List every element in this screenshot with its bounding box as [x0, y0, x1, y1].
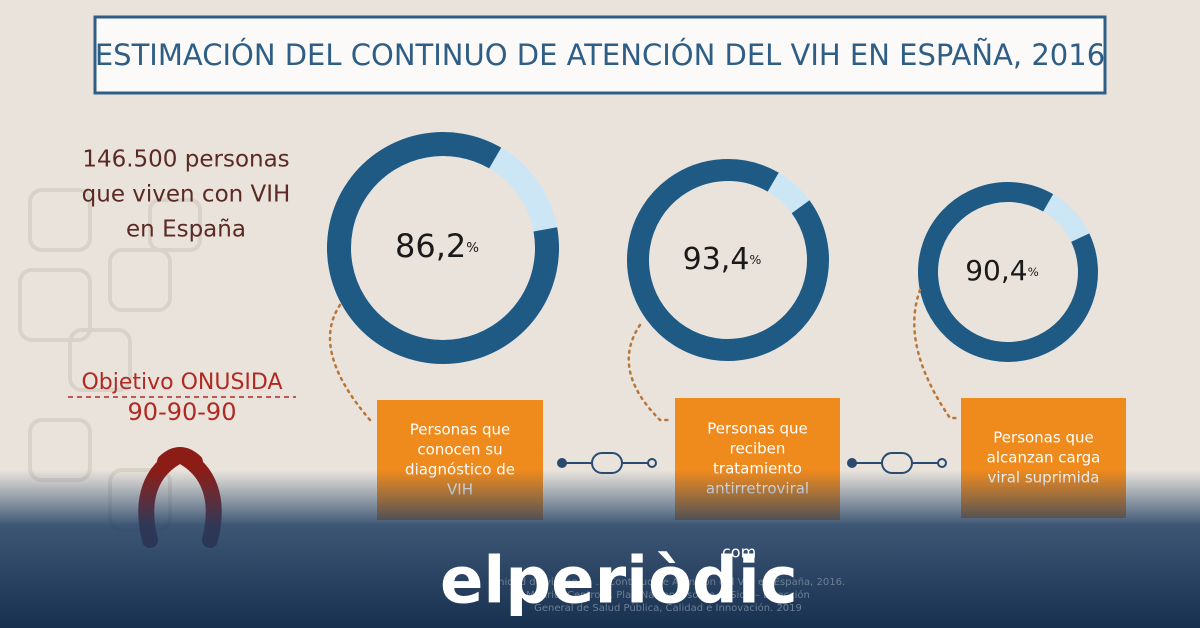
- title: ESTIMACIÓN DEL CONTINUO DE ATENCIÓN DEL …: [95, 38, 1105, 72]
- value-label: 93,4: [683, 242, 750, 277]
- caption-line: alcanzan carga: [987, 449, 1101, 467]
- brand-band: [0, 470, 1200, 628]
- connector: [328, 303, 375, 422]
- donut-value: 86,2%: [395, 227, 479, 265]
- donut-value: 90,4%: [965, 254, 1039, 287]
- target-value: 90-90-90: [128, 398, 237, 426]
- caption-line: conocen su: [417, 441, 502, 459]
- brand-name: elperiòdic: [440, 545, 798, 619]
- value-label: 90,4: [965, 254, 1027, 287]
- caption-line: Personas que: [993, 429, 1093, 447]
- population-line: 146.500 personas: [82, 147, 289, 173]
- value-label: 86,2: [395, 227, 466, 265]
- target-label: Objetivo ONUSIDA: [81, 370, 282, 395]
- donut-value: 93,4%: [683, 242, 762, 277]
- unit: %: [749, 252, 761, 267]
- donut-arc: [327, 132, 559, 364]
- unit: %: [466, 241, 479, 256]
- footer-line: General de Salud Pública, Calidad e Inno…: [534, 602, 802, 614]
- footer-line: Madrid: Centro ... Plan Nacional sobre e…: [526, 589, 810, 601]
- footer-line: Unidad de vigilancia ... Continuo de Ate…: [491, 576, 845, 588]
- connector: [913, 288, 959, 420]
- caption-line: Personas que: [410, 421, 510, 439]
- title-box: [93, 15, 1107, 95]
- footer: Unidad de vigilancia ... Continuo de Ate…: [491, 576, 845, 614]
- population-line: que viven con VIH: [82, 182, 291, 208]
- donut-arc: [627, 159, 829, 361]
- population-line: en España: [126, 217, 246, 243]
- caption-line: Personas que: [707, 420, 807, 438]
- brand-suffix: com: [722, 543, 756, 562]
- population: 146.500 personas que viven con VIH en Espa…: [82, 147, 291, 243]
- caption-line: reciben: [730, 440, 786, 458]
- unit: %: [1028, 265, 1039, 279]
